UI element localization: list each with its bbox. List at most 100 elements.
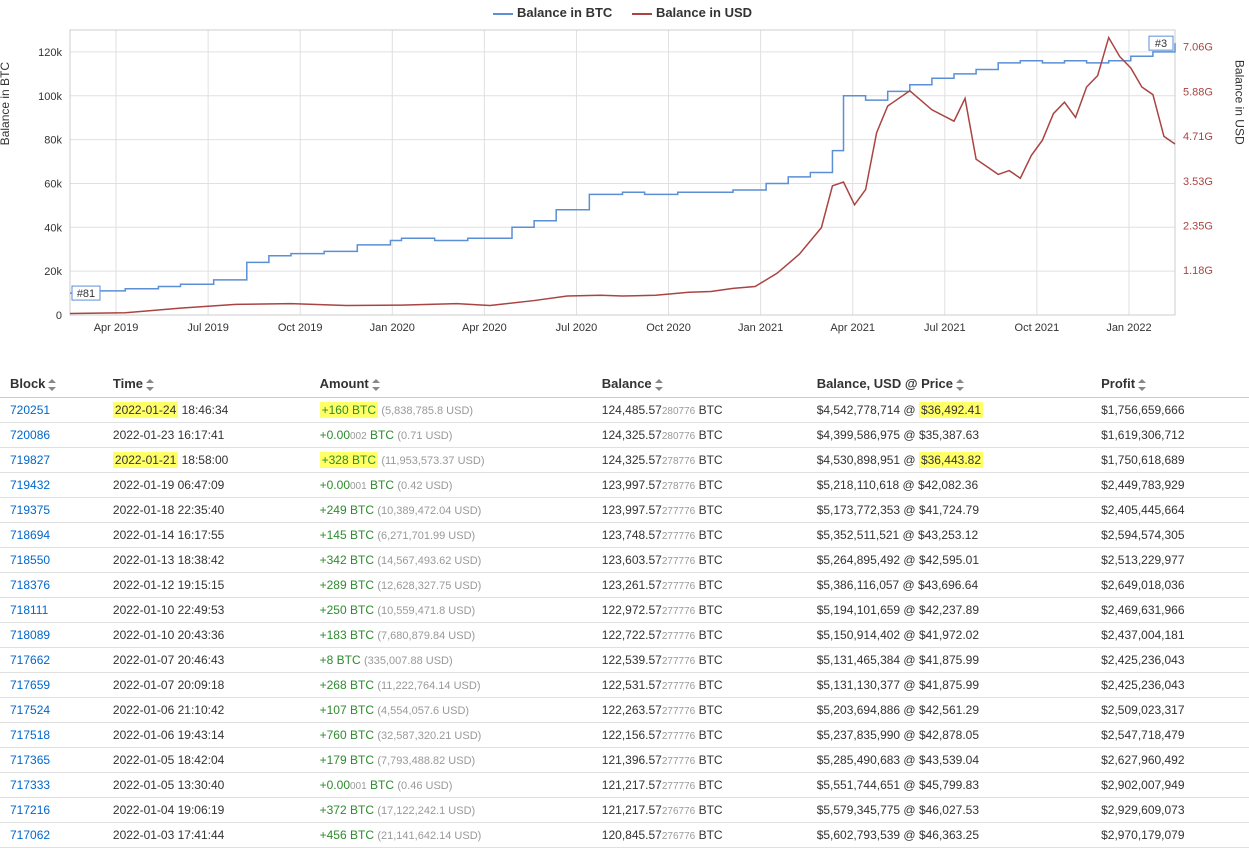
col-amount[interactable]: Amount <box>310 370 592 398</box>
balance-cell: 122,722.57277776 BTC <box>592 623 807 648</box>
usd-price-cell: $4,399,586,975 @ $35,387.63 <box>807 423 1091 448</box>
svg-text:Oct 2020: Oct 2020 <box>646 322 691 334</box>
balance-cell: 123,748.57277776 BTC <box>592 523 807 548</box>
usd-price-cell: $5,602,793,539 @ $46,363.25 <box>807 823 1091 848</box>
legend-btc: Balance in BTC <box>517 5 612 20</box>
svg-text:#3: #3 <box>1155 38 1167 50</box>
time-cell: 2022-01-12 19:15:15 <box>103 573 310 598</box>
svg-text:Jan 2020: Jan 2020 <box>370 322 415 334</box>
svg-text:7.06G: 7.06G <box>1183 42 1213 54</box>
profit-cell: $2,594,574,305 <box>1091 523 1249 548</box>
block-link[interactable]: 718111 <box>10 603 48 617</box>
block-link[interactable]: 718376 <box>10 578 50 592</box>
amount-cell: +179 BTC (7,793,488.82 USD) <box>310 748 592 773</box>
svg-text:Jul 2020: Jul 2020 <box>556 322 598 334</box>
usd-price-cell: $5,203,694,886 @ $42,561.29 <box>807 698 1091 723</box>
svg-text:5.88G: 5.88G <box>1183 87 1213 99</box>
time-cell: 2022-01-06 21:10:42 <box>103 698 310 723</box>
y-axis-left-label: Balance in BTC <box>0 62 12 145</box>
block-link[interactable]: 719375 <box>10 503 50 517</box>
table-row: 7193752022-01-18 22:35:40+249 BTC (10,38… <box>0 498 1249 523</box>
amount-cell: +145 BTC (6,271,701.99 USD) <box>310 523 592 548</box>
chart-svg: 020k40k60k80k100k120k1.18G2.35G3.53G4.71… <box>10 25 1235 345</box>
usd-price-cell: $5,264,895,492 @ $42,595.01 <box>807 548 1091 573</box>
table-row: 7173332022-01-05 13:30:40+0.00001 BTC (0… <box>0 773 1249 798</box>
usd-price-cell: $5,352,511,521 @ $43,253.12 <box>807 523 1091 548</box>
profit-cell: $2,449,783,929 <box>1091 473 1249 498</box>
profit-cell: $2,627,960,492 <box>1091 748 1249 773</box>
balance-cell: 123,261.57277776 BTC <box>592 573 807 598</box>
time-cell: 2022-01-23 16:17:41 <box>103 423 310 448</box>
table-row: 7176622022-01-07 20:46:43+8 BTC (335,007… <box>0 648 1249 673</box>
profit-cell: $2,513,229,977 <box>1091 548 1249 573</box>
balance-cell: 122,539.57277776 BTC <box>592 648 807 673</box>
amount-cell: +342 BTC (14,567,493.62 USD) <box>310 548 592 573</box>
time-cell: 2022-01-19 06:47:09 <box>103 473 310 498</box>
profit-cell: $1,756,659,666 <box>1091 398 1249 423</box>
col-balance[interactable]: Balance <box>592 370 807 398</box>
time-cell: 2022-01-24 18:46:34 <box>103 398 310 423</box>
svg-text:Apr 2019: Apr 2019 <box>94 322 139 334</box>
balance-cell: 123,997.57278776 BTC <box>592 473 807 498</box>
time-cell: 2022-01-13 18:38:42 <box>103 548 310 573</box>
block-link[interactable]: 720251 <box>10 403 50 417</box>
svg-text:Jan 2022: Jan 2022 <box>1106 322 1151 334</box>
block-link[interactable]: 717062 <box>10 828 50 842</box>
profit-cell: $2,509,023,317 <box>1091 698 1249 723</box>
block-link[interactable]: 718550 <box>10 553 50 567</box>
svg-text:Apr 2020: Apr 2020 <box>462 322 507 334</box>
usd-price-cell: $5,150,914,402 @ $41,972.02 <box>807 623 1091 648</box>
block-link[interactable]: 718089 <box>10 628 50 642</box>
usd-price-cell: $5,194,101,659 @ $42,237.89 <box>807 598 1091 623</box>
block-link[interactable]: 717518 <box>10 728 50 742</box>
amount-cell: +268 BTC (11,222,764.14 USD) <box>310 673 592 698</box>
block-link[interactable]: 717333 <box>10 778 50 792</box>
balance-chart: Balance in BTC Balance in USD Balance in… <box>10 5 1235 355</box>
amount-cell: +8 BTC (335,007.88 USD) <box>310 648 592 673</box>
table-row: 717216 2022-01-04 19:06:19+372 BTC (17,12… <box>0 798 1249 823</box>
usd-price-cell: $5,131,130,377 @ $41,875.99 <box>807 673 1091 698</box>
col-time[interactable]: Time <box>103 370 310 398</box>
svg-text:120k: 120k <box>38 47 62 59</box>
block-link[interactable]: 720086 <box>10 428 50 442</box>
svg-text:100k: 100k <box>38 91 62 103</box>
amount-cell: +372 BTC (17,122,242.1 USD) <box>310 798 592 823</box>
amount-cell: +289 BTC (12,628,327.75 USD) <box>310 573 592 598</box>
usd-price-cell: $5,173,772,353 @ $41,724.79 <box>807 498 1091 523</box>
balance-cell: 120,845.57276776 BTC <box>592 823 807 848</box>
usd-price-cell: $5,218,110,618 @ $42,082.36 <box>807 473 1091 498</box>
block-link[interactable]: 717662 <box>10 653 50 667</box>
amount-cell: +0.00001 BTC (0.42 USD) <box>310 473 592 498</box>
profit-cell: $2,437,004,181 <box>1091 623 1249 648</box>
svg-text:Oct 2021: Oct 2021 <box>1015 322 1060 334</box>
profit-cell: $2,929,609,073 <box>1091 798 1249 823</box>
profit-cell: $1,619,306,712 <box>1091 423 1249 448</box>
balance-cell: 121,217.57276776 BTC <box>592 798 807 823</box>
block-link[interactable]: 717659 <box>10 678 50 692</box>
balance-cell: 123,997.57277776 BTC <box>592 498 807 523</box>
block-link[interactable]: 718694 <box>10 528 50 542</box>
block-link[interactable]: 717365 <box>10 753 50 767</box>
balance-cell: 124,325.57280776 BTC <box>592 423 807 448</box>
col-profit[interactable]: Profit <box>1091 370 1249 398</box>
table-row: 719432 2022-01-19 06:47:09+0.00001 BTC (0… <box>0 473 1249 498</box>
amount-cell: +760 BTC (32,587,320.21 USD) <box>310 723 592 748</box>
table-row: 7170622022-01-03 17:41:44+456 BTC (21,14… <box>0 823 1249 848</box>
block-link[interactable]: 717524 <box>10 703 50 717</box>
balance-cell: 124,325.57278776 BTC <box>592 448 807 473</box>
svg-text:Jan 2021: Jan 2021 <box>738 322 783 334</box>
amount-cell: +160 BTC (5,838,785.8 USD) <box>310 398 592 423</box>
amount-cell: +0.00002 BTC (0.71 USD) <box>310 423 592 448</box>
table-row: 7186942022-01-14 16:17:55+145 BTC (6,271… <box>0 523 1249 548</box>
col-block[interactable]: Block <box>0 370 103 398</box>
block-link[interactable]: 719827 <box>10 453 50 467</box>
svg-text:1.18G: 1.18G <box>1183 265 1213 277</box>
profit-cell: $2,547,718,479 <box>1091 723 1249 748</box>
table-row: 718550 2022-01-13 18:38:42+342 BTC (14,56… <box>0 548 1249 573</box>
time-cell: 2022-01-04 19:06:19 <box>103 798 310 823</box>
time-cell: 2022-01-05 13:30:40 <box>103 773 310 798</box>
col-balance-usd-price[interactable]: Balance, USD @ Price <box>807 370 1091 398</box>
block-link[interactable]: 719432 <box>10 478 50 492</box>
profit-cell: $2,970,179,079 <box>1091 823 1249 848</box>
block-link[interactable]: 717216 <box>10 803 50 817</box>
